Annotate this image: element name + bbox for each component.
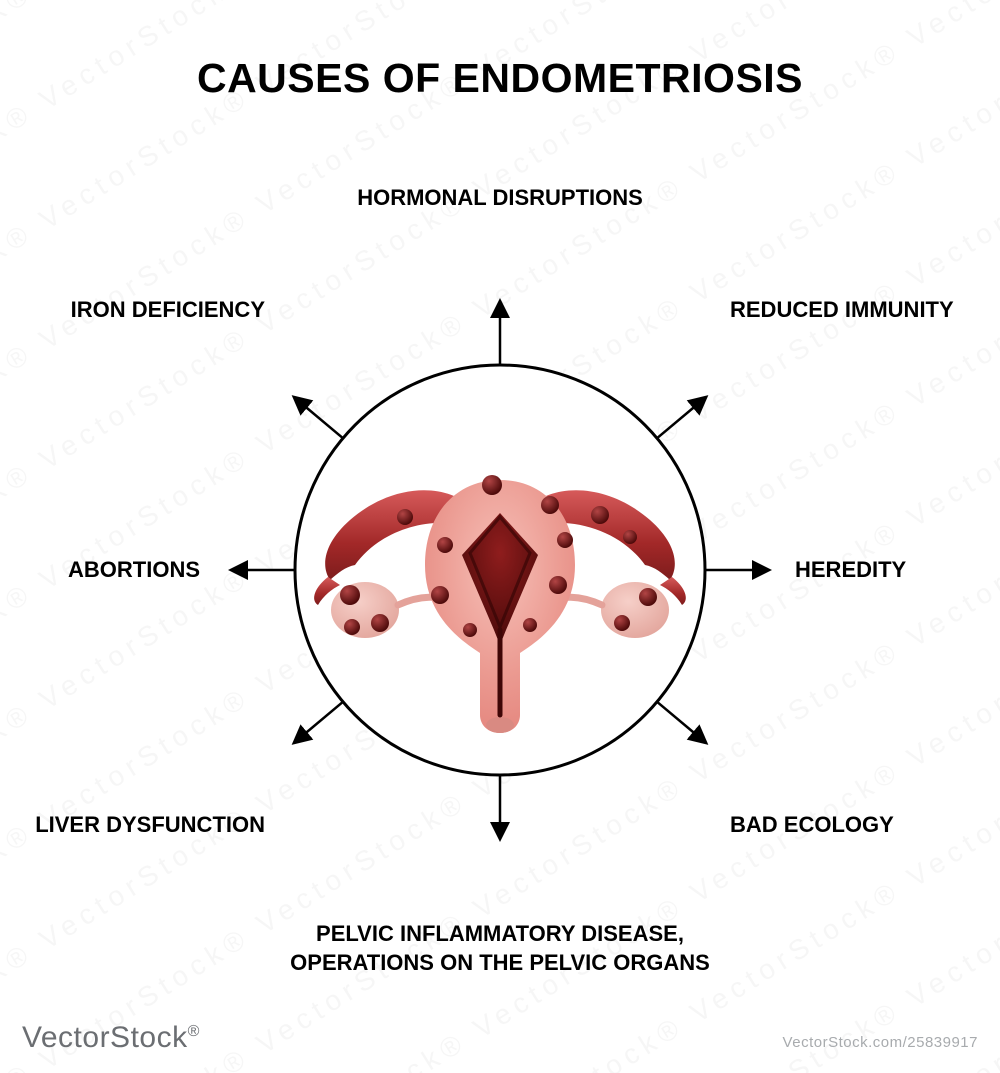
arrow (657, 702, 704, 742)
arrow (657, 398, 704, 438)
arrow (295, 702, 342, 742)
cause-label: ABORTIONS (0, 556, 200, 585)
arrow (295, 398, 342, 438)
footer-brand: VectorStock® (22, 1021, 200, 1055)
cause-label: REDUCED IMMUNITY (730, 296, 1000, 325)
ovary-right (601, 582, 669, 638)
cause-label: HEREDITY (795, 556, 1000, 585)
cause-label: IRON DEFICIENCY (0, 296, 265, 325)
cause-label: BAD ECOLOGY (730, 811, 1000, 840)
radial-diagram (0, 0, 1000, 1073)
cause-label: PELVIC INFLAMMATORY DISEASE, OPERATIONS … (200, 920, 800, 977)
cause-label: LIVER DYSFUNCTION (0, 811, 265, 840)
cause-label: HORMONAL DISRUPTIONS (200, 184, 800, 213)
footer-id: VectorStock.com/25839917 (783, 1034, 978, 1051)
